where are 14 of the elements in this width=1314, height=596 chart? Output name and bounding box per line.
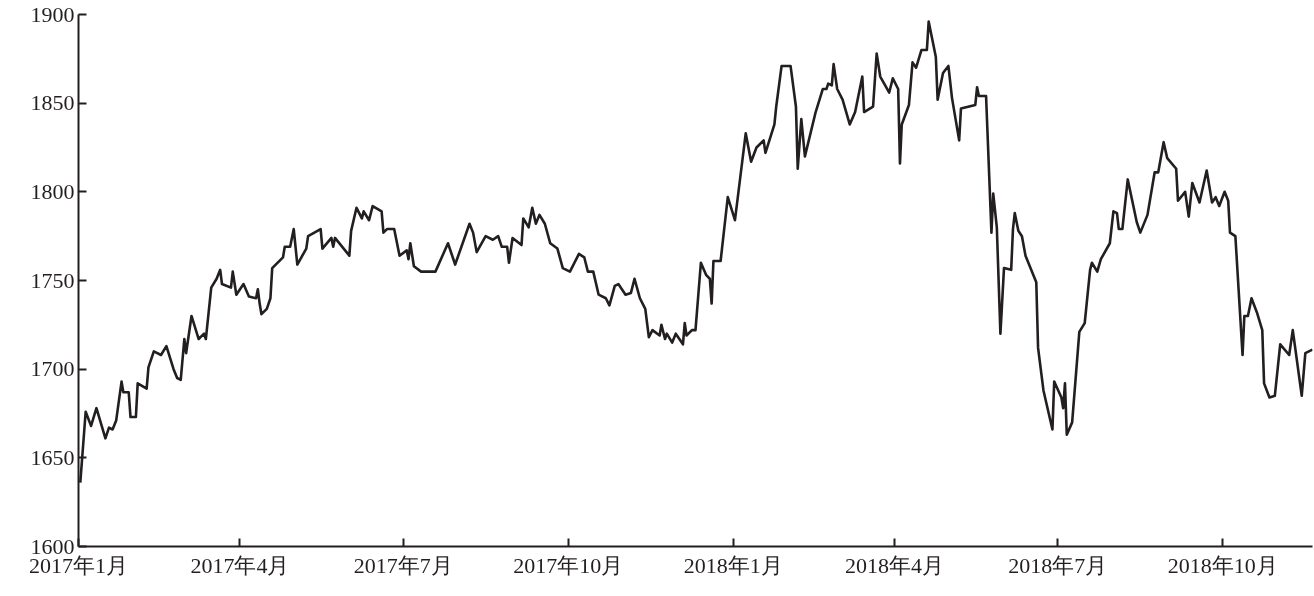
y-tick-label: 1750 (30, 267, 75, 293)
x-tick-label: 2018年4月 (845, 552, 945, 578)
x-tick-label: 2018年7月 (1008, 552, 1108, 578)
y-tick-label: 1800 (30, 178, 75, 204)
x-tick-label: 2017年10月 (513, 552, 624, 578)
x-tick-label: 2018年1月 (683, 552, 783, 578)
x-tick-label: 2017年7月 (353, 552, 453, 578)
y-tick-label: 1600 (30, 533, 75, 559)
y-tick-label: 1900 (30, 1, 75, 27)
x-tick-label: 2017年4月 (190, 552, 290, 578)
y-tick-label: 1700 (30, 356, 75, 382)
y-tick-label: 1850 (30, 90, 75, 116)
x-tick-label: 2018年10月 (1167, 552, 1278, 578)
y-tick-label: 1650 (30, 444, 75, 470)
